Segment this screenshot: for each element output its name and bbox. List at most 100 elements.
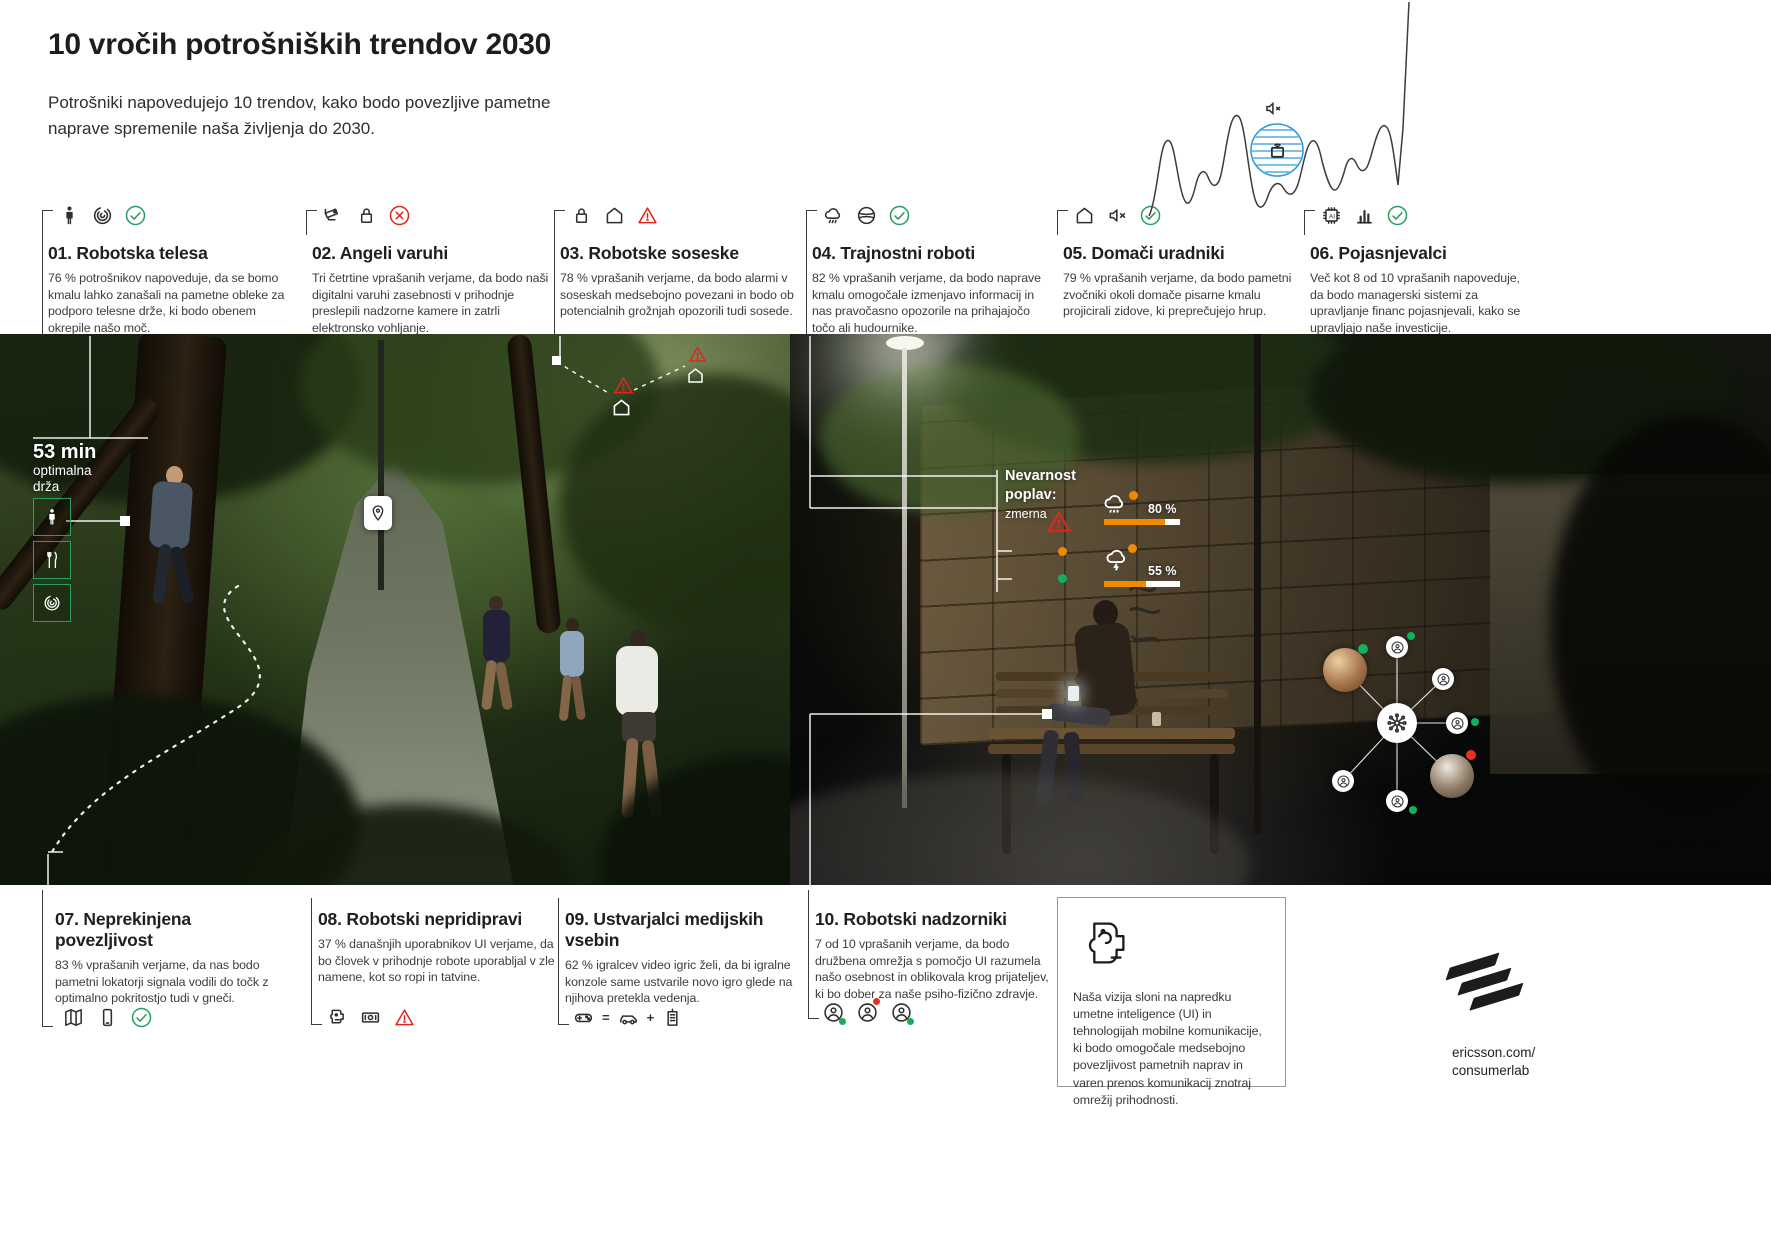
trend-body: 83 % vprašanih verjame, da nas bodo pame… [55,958,269,1006]
trend-title: 05. Domači uradniki [1063,243,1225,263]
ai-chip-icon: AI [1320,204,1343,227]
network-people-icon [1384,710,1410,736]
smart-speaker-icon [1270,143,1285,158]
trend-title: 04. Trajnostni roboti [812,243,976,263]
trend-03-icons [570,202,797,228]
avatar-photo [1323,648,1367,692]
warning-triangle-icon [1047,511,1071,532]
site-url: ericsson.com/ consumerlab [1452,1044,1535,1079]
posture-box-person [33,498,71,536]
connector-trend-10 [808,890,819,1019]
user-circle-icon [1336,774,1351,789]
trend-09: 09. Ustvarjalci medijskih vsebin 62 % ig… [565,894,802,1007]
trend-02-icons [322,202,549,228]
trend-body: 37 % današnjih uporabnikov UI verjame, d… [318,937,555,985]
trend-10: 10. Robotski nadzorniki 7 od 10 vprašani… [815,894,1052,1002]
social-contact [1386,636,1408,658]
photo-park-joggers [0,334,790,885]
connector-trend-08 [311,898,322,1025]
robot-head-icon [325,1006,348,1029]
status-dot-orange [1058,547,1067,556]
trend-title: 07. Neprekinjena povezljivost [55,909,191,950]
connector-trend-09 [558,898,569,1025]
posture-time: 53 min [33,441,97,463]
flood-level: zmerna [1005,507,1047,522]
trend-08: 08. Robotski nepridipravi 37 % današnjih… [318,894,555,986]
social-hub [1377,703,1417,743]
trend-body: 78 % vprašanih verjame, da bodo alarmi v… [560,271,794,319]
building-icon [661,1006,684,1029]
ericsson-logo [1444,942,1536,1045]
house-icon [1073,204,1096,227]
smartphone [1068,686,1079,701]
mobile-phone-icon [96,1006,119,1029]
car-icon [617,1006,640,1029]
trend-body: 82 % vprašanih verjame, da bodo naprave … [812,271,1041,335]
user-circle-icon [1390,640,1405,655]
rain-cloud-icon [822,204,845,227]
warning-triangle-icon [393,1006,416,1029]
trend-body: 7 od 10 vprašanih verjame, da bodo družb… [815,937,1049,1001]
trend-01-icons [58,202,285,228]
social-network-overlay [1290,628,1502,826]
trend-title: 02. Angeli varuhi [312,243,448,263]
social-contact [1332,770,1354,792]
bench-seat-slat [988,744,1235,754]
trend-05-icons [1073,202,1300,228]
planet-icon [855,204,878,227]
gauge-label: 80 % [1148,502,1177,516]
house-icon [603,204,626,227]
trend-10-icons [822,998,914,1028]
bar-chart-icon [1353,204,1376,227]
trend-05: 05. Domači uradniki 79 % vprašanih verja… [1063,202,1300,320]
map-pin-icon [368,503,388,523]
robot-profile-icon [1073,912,1135,974]
social-spokes [1342,647,1457,801]
fingerprint-icon [91,204,114,227]
avatar-photo [1430,754,1474,798]
padlock-icon [355,204,378,227]
bench-seat-slat [988,728,1235,739]
status-dot-orange [1128,544,1137,553]
connector-trend-02 [306,210,317,235]
status-dot-green [839,1018,846,1025]
flood-title-2: poplav: [1005,486,1057,503]
posture-caption-2: drža [33,478,60,494]
page-subtitle: Potrošniki napovedujejo 10 trendov, kako… [48,93,551,138]
x-circle-icon [388,204,411,227]
trend-04: 04. Trajnostni roboti 82 % vprašanih ver… [812,202,1049,336]
trend-09-icons: = + [572,1004,684,1030]
posture-box-identity [33,584,71,622]
cutlery-icon [42,550,62,570]
game-controller-icon [572,1006,595,1029]
user-circle-icon [1436,672,1451,687]
storm-cloud-icon [1106,549,1126,572]
gauge-bar [1104,519,1180,525]
trend-body: 79 % vprašanih verjame, da bodo pametni … [1063,271,1292,319]
trend-title: 09. Ustvarjalci medijskih vsebin [565,909,764,950]
photo-strip [0,334,1771,885]
trend-04-icons [822,202,1049,228]
plus-sign: + [646,1009,655,1025]
trend-01: 01. Robotska telesa 76 % potrošnikov nap… [48,202,285,336]
vision-text: Naša vizija sloni na napredku umetne int… [1073,990,1262,1107]
trend-title: 03. Robotske soseske [560,243,739,263]
social-contact [1386,790,1408,812]
status-dot-green [1058,574,1067,583]
trend-07-icons [62,1004,153,1030]
trend-08-icons [325,1004,416,1030]
check-circle-icon [130,1006,153,1029]
posture-widget: 53 min optimalna drža [33,441,96,495]
trend-body: 62 % igralcev video igric želi, da bi ig… [565,958,793,1006]
photo-night-bench [790,334,1771,885]
check-circle-icon [888,204,911,227]
speaker-bubble [1250,123,1304,177]
status-dot-green [1358,644,1368,654]
trend-06: AI 06. Pojasnjevalci Več kot 8 od 10 vpr… [1310,202,1530,336]
connector-trend-05 [1057,210,1068,235]
speaker-mute-icon [1106,204,1129,227]
gauge-label: 55 % [1148,564,1177,578]
connector-trend-03 [554,210,565,335]
connector-trend-04 [806,210,817,335]
bench-leg [1210,754,1219,854]
